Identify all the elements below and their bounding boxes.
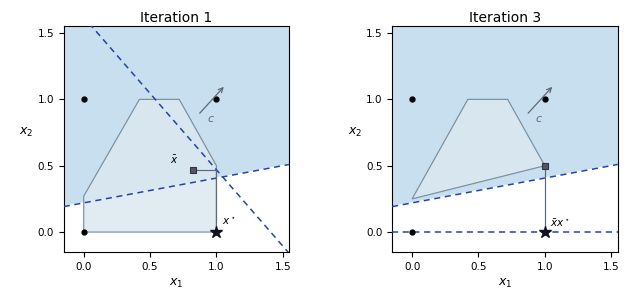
X-axis label: $x_1$: $x_1$ [170, 277, 184, 290]
Text: $\bar{x}$: $\bar{x}$ [170, 154, 179, 166]
Title: Iteration 1: Iteration 1 [140, 11, 212, 25]
Y-axis label: $x_2$: $x_2$ [348, 126, 362, 139]
Polygon shape [84, 99, 216, 232]
Polygon shape [412, 99, 545, 199]
Y-axis label: $x_2$: $x_2$ [19, 126, 33, 139]
Polygon shape [64, 164, 289, 252]
Text: $\bar{x}x^\star$: $\bar{x}x^\star$ [550, 216, 570, 229]
Text: $x^\star$: $x^\star$ [221, 215, 236, 227]
Text: c: c [207, 114, 213, 124]
X-axis label: $x_1$: $x_1$ [498, 277, 512, 290]
Polygon shape [392, 164, 618, 252]
Title: Iteration 3: Iteration 3 [469, 11, 541, 25]
Text: c: c [536, 114, 541, 124]
